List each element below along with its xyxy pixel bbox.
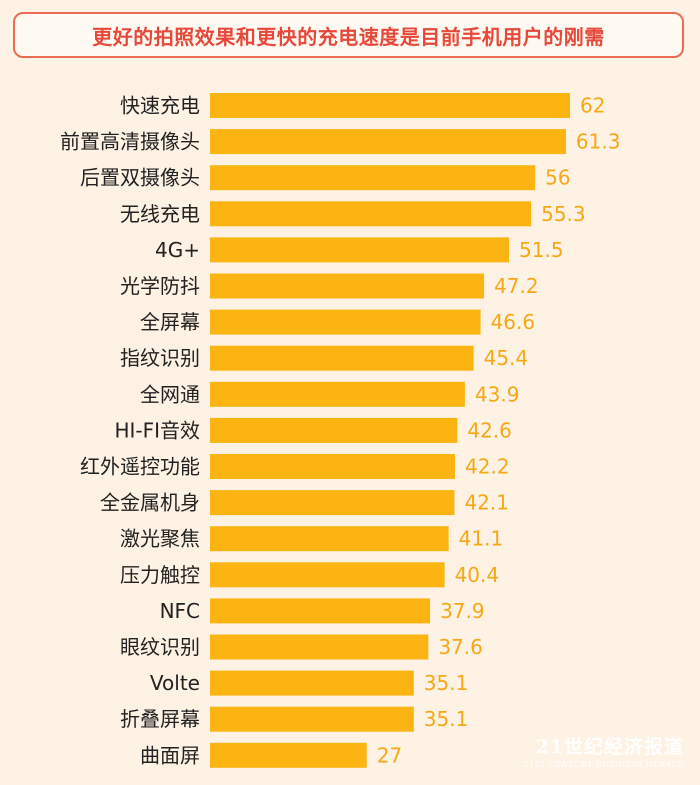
value-label: 46.6 [491, 310, 536, 334]
bar [210, 165, 536, 191]
bar [210, 273, 485, 299]
value-label: 35.1 [424, 671, 469, 695]
category-label: 曲面屏 [140, 743, 200, 767]
category-label: 全金属机身 [100, 491, 200, 515]
value-label: 37.6 [438, 635, 483, 659]
category-label: 前置高清摄像头 [60, 130, 200, 154]
value-label: 35.1 [424, 707, 469, 731]
value-label: 45.4 [484, 346, 529, 370]
category-label: 无线充电 [120, 202, 200, 226]
value-label: 56 [545, 166, 570, 190]
category-label: 红外遥控功能 [80, 455, 200, 479]
value-label: 55.3 [541, 202, 586, 226]
category-label: Volte [150, 671, 200, 695]
value-label: 51.5 [519, 238, 564, 262]
value-label: 43.9 [475, 382, 520, 406]
category-label: 压力触控 [120, 563, 200, 587]
value-label: 27 [377, 743, 402, 767]
watermark-sub-text: 21ST CENTURY BUSINESS HERALD [523, 760, 684, 769]
bar [210, 670, 414, 696]
category-label: 眼纹识别 [120, 635, 200, 659]
bar [210, 93, 570, 118]
category-label: 全屏幕 [140, 310, 200, 334]
category-label: 后置双摄像头 [80, 166, 200, 190]
bar [210, 201, 532, 227]
bar [210, 381, 465, 407]
category-label: 光学防抖 [120, 274, 200, 298]
bar [210, 634, 429, 660]
bar [210, 526, 449, 552]
category-label: 激光聚焦 [120, 527, 200, 551]
value-label: 62 [580, 94, 605, 118]
bar [210, 237, 510, 263]
bar [210, 309, 481, 335]
chart-title: 更好的拍照效果和更快的充电速度是目前手机用户的刚需 [92, 24, 605, 49]
chart-title-box: 更好的拍照效果和更快的充电速度是目前手机用户的刚需 [13, 12, 684, 58]
value-label: 42.1 [464, 491, 509, 515]
value-label: 61.3 [576, 130, 621, 154]
category-label: 指纹识别 [120, 346, 200, 370]
value-label: 42.2 [465, 455, 510, 479]
bar [210, 562, 445, 588]
bar [210, 706, 414, 732]
category-label: 折叠屏幕 [120, 707, 200, 731]
bar [210, 454, 456, 479]
watermark-main-text: 21世纪经济报道 [535, 736, 684, 758]
category-label: NFC [160, 599, 200, 623]
bar [210, 345, 474, 371]
category-label: 4G+ [155, 238, 200, 262]
value-label: 40.4 [455, 563, 500, 587]
bar [210, 417, 458, 443]
bar [210, 490, 455, 516]
value-label: 37.9 [440, 599, 485, 623]
category-label: 全网通 [140, 382, 200, 406]
value-label: 41.1 [459, 527, 504, 551]
value-label: 42.6 [467, 418, 512, 442]
category-label: HI-FI音效 [114, 418, 200, 442]
category-label: 快速充电 [120, 94, 200, 118]
bar [210, 598, 431, 624]
bar [210, 742, 367, 768]
watermark-logo: 21世纪经济报道 21ST CENTURY BUSINESS HERALD [524, 732, 684, 769]
value-label: 47.2 [494, 274, 539, 298]
bar [210, 129, 566, 155]
